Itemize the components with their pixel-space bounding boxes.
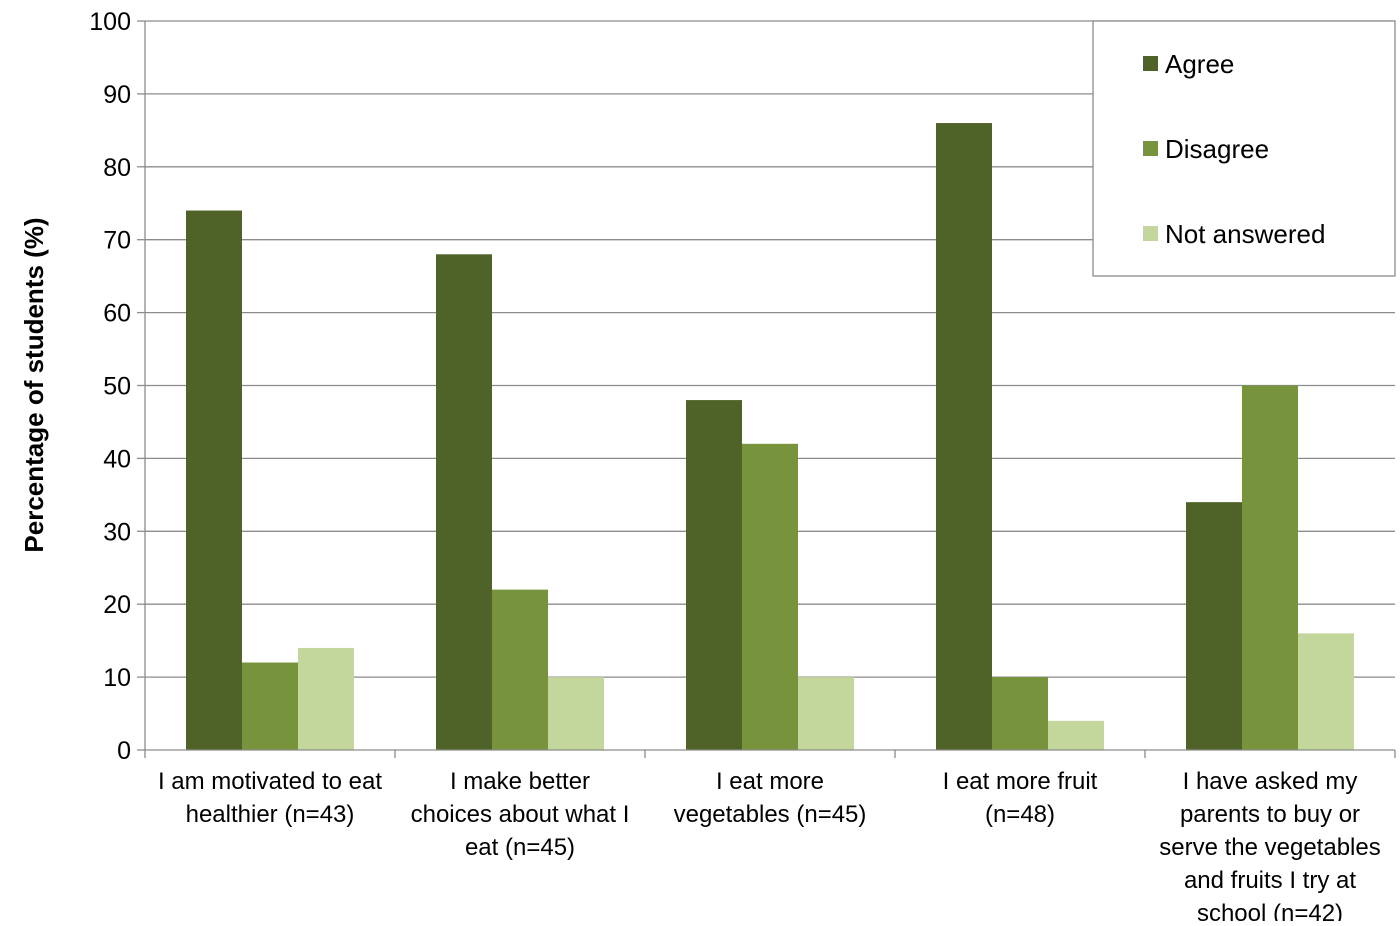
- bar-disagree: [492, 589, 548, 750]
- x-category-label-line: school (n=42): [1197, 900, 1343, 921]
- x-category-label: I make better choices about what I eat (n=…: [411, 768, 630, 861]
- legend-label: Disagree: [1165, 134, 1269, 164]
- x-category-label-line: parents to buy or: [1180, 801, 1360, 828]
- y-axis-title: Percentage of students (%): [19, 217, 49, 552]
- legend: Agree Disagree Not answered: [1092, 20, 1396, 277]
- legend-label: Not answered: [1165, 219, 1325, 249]
- legend-swatch: [1143, 141, 1158, 156]
- y-tick-label: 80: [103, 154, 131, 182]
- y-tick-label: 100: [89, 8, 131, 36]
- x-category-label-line: serve the vegetables: [1159, 834, 1380, 861]
- legend-swatch: [1143, 56, 1158, 71]
- bar-agree: [436, 254, 492, 750]
- x-category-label-line: vegetables (n=45): [674, 801, 867, 828]
- y-tick-label: 60: [103, 300, 131, 328]
- bar-disagree: [242, 662, 298, 750]
- y-tick-labels: 0 10 20 30 40 50 60 70 80 90 100: [89, 8, 131, 765]
- bars: [186, 123, 1354, 751]
- y-tick-label: 0: [117, 737, 131, 765]
- x-category-label-line: I have asked my: [1183, 768, 1358, 795]
- legend-swatch: [1143, 226, 1158, 241]
- y-tick-label: 40: [103, 445, 131, 473]
- bar-not-answered: [298, 647, 354, 750]
- legend-label: Agree: [1165, 49, 1234, 79]
- bar-not-answered: [1298, 633, 1354, 750]
- bar-agree: [186, 210, 242, 751]
- x-category-label-line: healthier (n=43): [186, 801, 355, 828]
- x-category-label-line: I make better: [450, 768, 590, 795]
- x-category-label-line: eat (n=45): [465, 834, 575, 861]
- y-tick-label: 10: [103, 664, 131, 692]
- bar-disagree: [1242, 385, 1298, 750]
- y-tick-label: 90: [103, 81, 131, 109]
- x-category-label-line: choices about what I: [411, 801, 630, 828]
- y-tick-label: 50: [103, 373, 131, 401]
- y-tick-label: 20: [103, 591, 131, 619]
- x-category-label: I am motivated to eat healthier (n=43): [158, 768, 382, 828]
- bar-disagree: [992, 677, 1048, 750]
- bar-agree: [1186, 502, 1242, 750]
- x-category-label: I eat more fruit (n=48): [943, 768, 1098, 828]
- bar-agree: [686, 400, 742, 750]
- bar-not-answered: [1048, 720, 1104, 750]
- x-category-label: I eat more vegetables (n=45): [674, 768, 867, 828]
- x-category-label: I have asked my parents to buy or serve th…: [1159, 768, 1380, 921]
- bar-not-answered: [548, 677, 604, 750]
- x-category-label-line: (n=48): [985, 801, 1055, 828]
- axes: [144, 21, 1396, 758]
- y-tick-label: 70: [103, 227, 131, 255]
- x-category-label-line: I eat more: [716, 768, 824, 795]
- x-category-label-line: I eat more fruit: [943, 768, 1098, 795]
- x-category-labels: I am motivated to eat healthier (n=43) I m…: [158, 768, 1381, 926]
- x-category-label-line: and fruits I try at: [1184, 867, 1356, 894]
- bar-disagree: [742, 443, 798, 750]
- x-category-label-line: I am motivated to eat: [158, 768, 382, 795]
- bar-not-answered: [798, 677, 854, 750]
- bar-agree: [936, 123, 992, 750]
- y-tick-label: 30: [103, 518, 131, 546]
